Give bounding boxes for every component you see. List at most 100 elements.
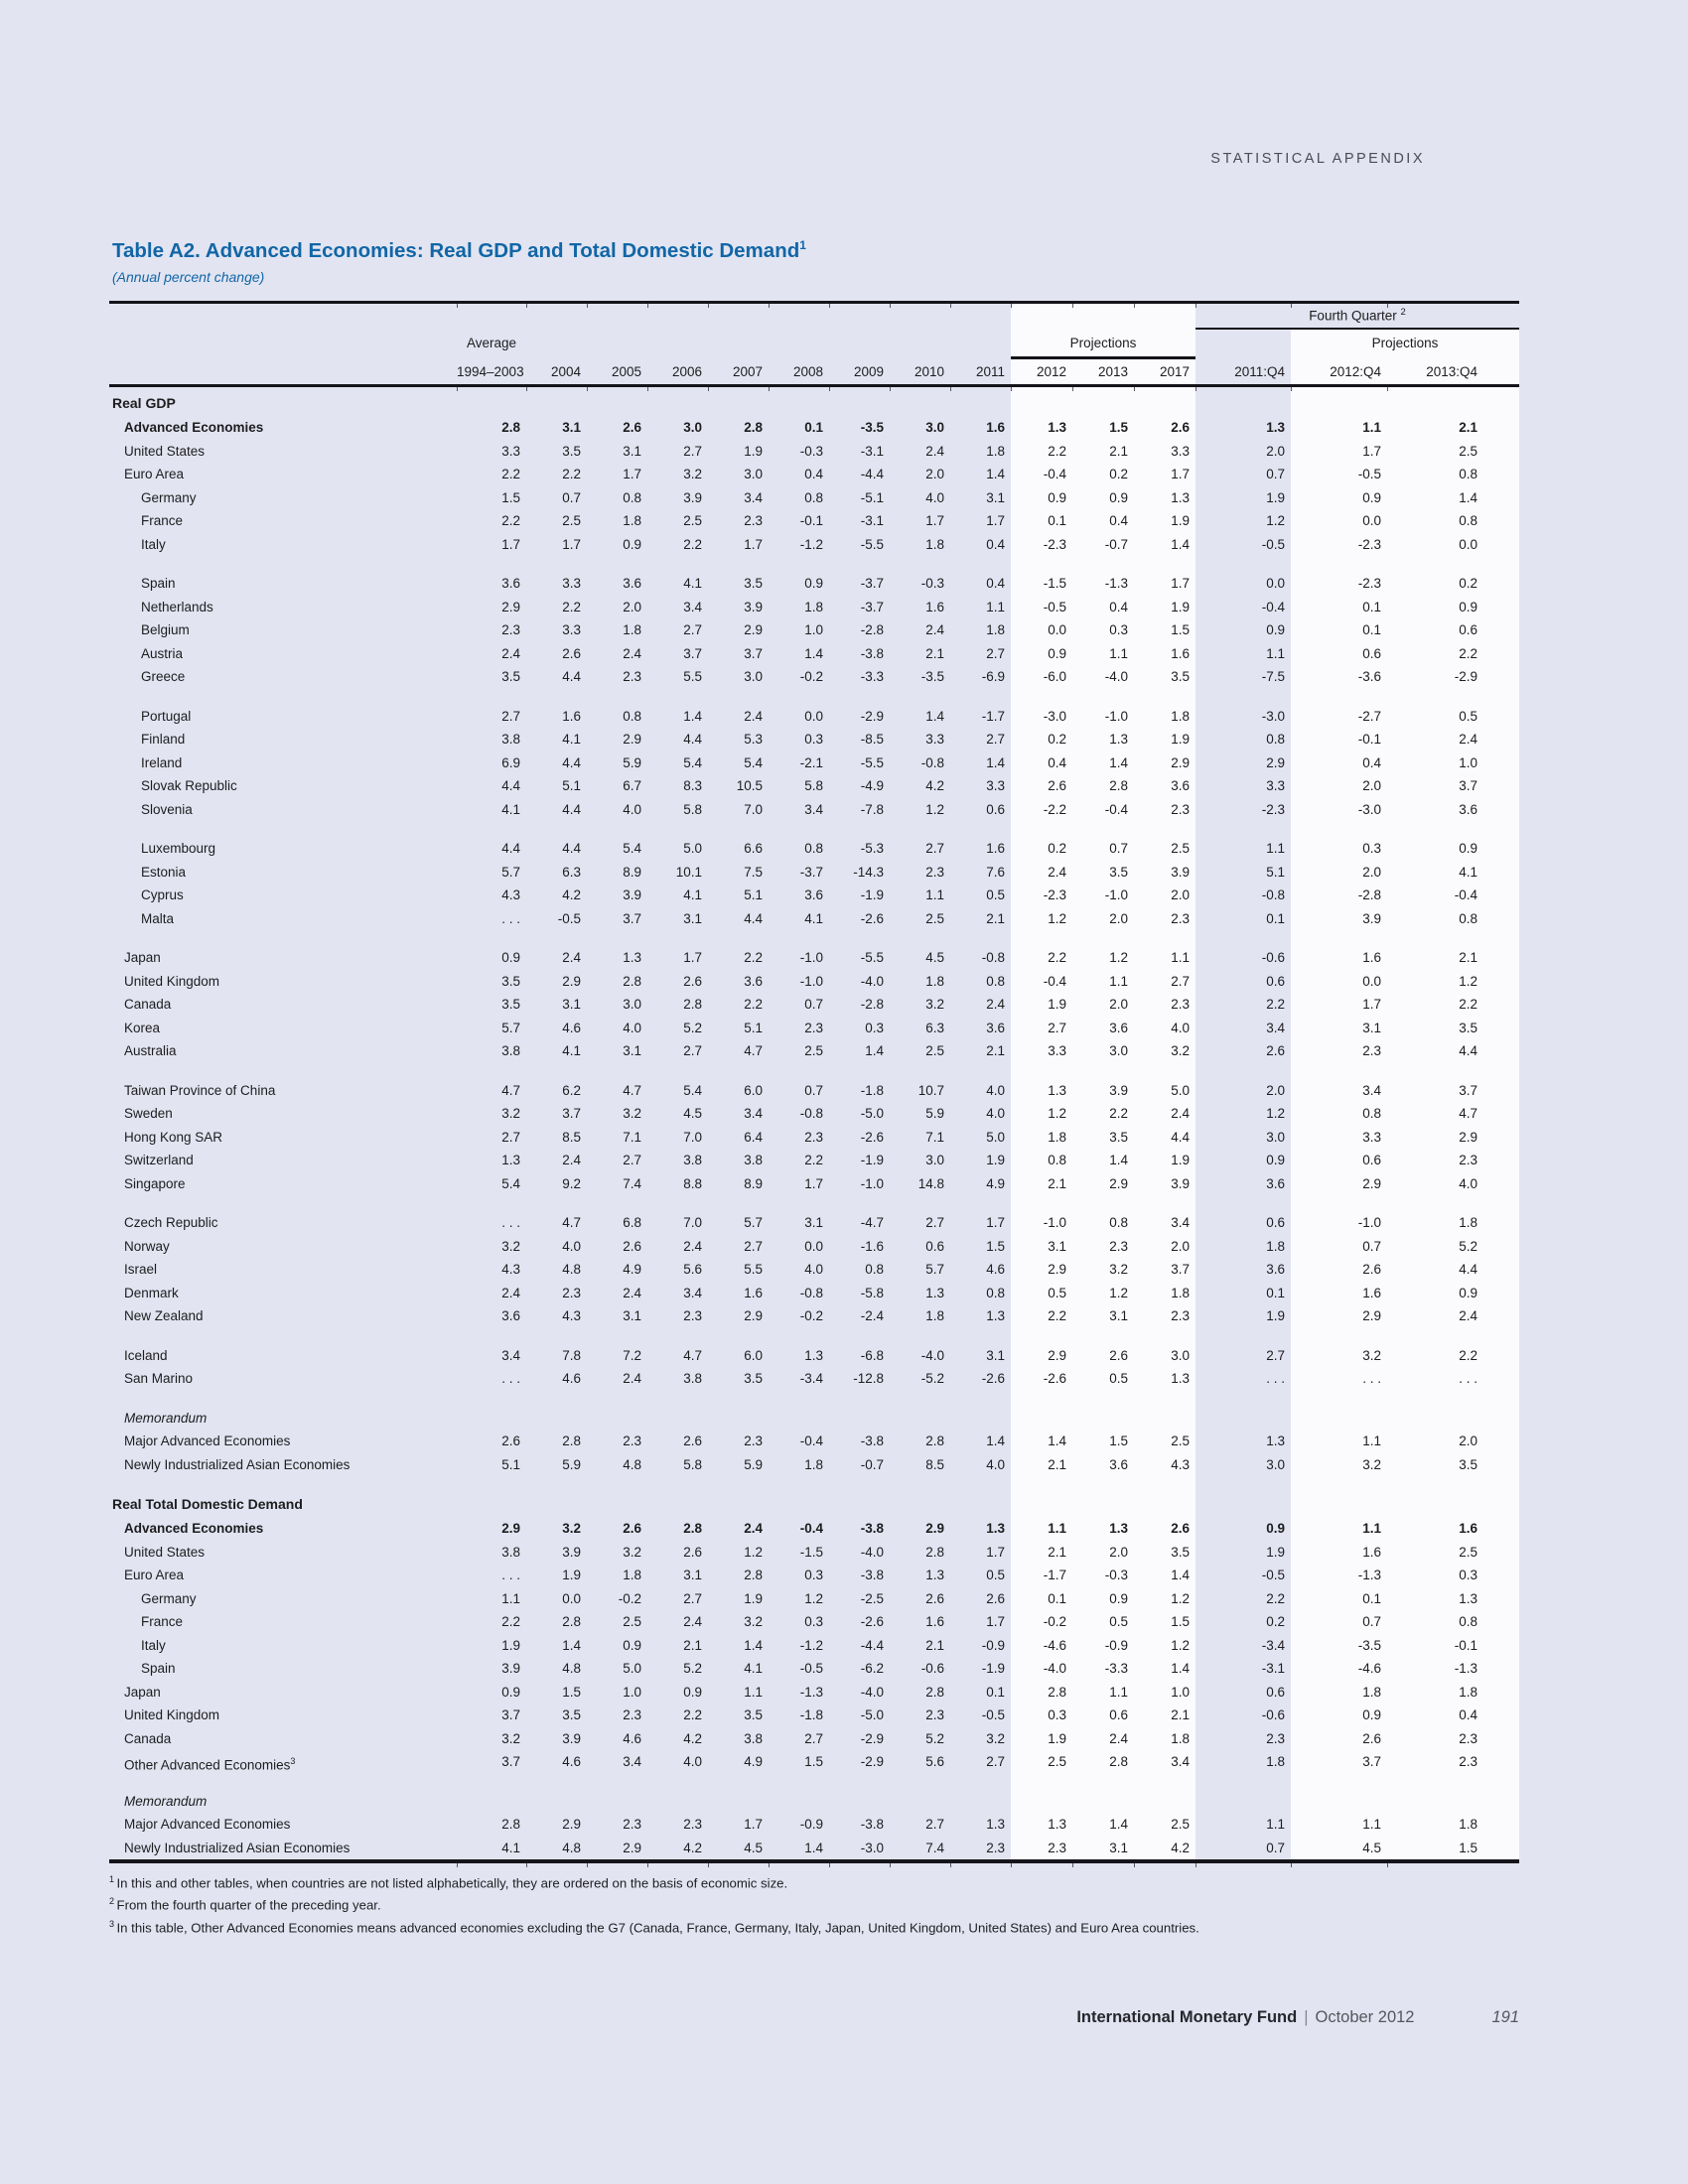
- value-cell: 2.3: [683, 1308, 702, 1323]
- value-cell: [829, 1790, 890, 1814]
- value-cell: -7.8: [860, 801, 884, 817]
- row-label: Sweden: [124, 1106, 173, 1121]
- value-cell: 2.4: [925, 443, 944, 459]
- value-cell: 2.3: [623, 1707, 641, 1722]
- value-cell: 5.6: [925, 1754, 944, 1769]
- column-tick: [647, 304, 648, 308]
- value-cell: 4.0: [986, 1456, 1005, 1472]
- value-cell: 5.9: [925, 1106, 944, 1121]
- value-cell: -5.8: [860, 1285, 884, 1300]
- value-cell: 1.5: [804, 1754, 823, 1769]
- value-cell: [890, 1407, 950, 1431]
- value-cell: [769, 1790, 829, 1814]
- value-cell: 0.8: [1459, 513, 1477, 528]
- value-cell: 5.1: [744, 887, 763, 902]
- value-cell: 3.9: [1171, 864, 1190, 880]
- row-label: United Kingdom: [124, 1707, 220, 1722]
- value-cell: 6.3: [925, 1020, 944, 1035]
- value-cell: 2.9: [1459, 1129, 1477, 1145]
- value-cell: 4.7: [683, 1347, 702, 1363]
- column-tick: [1072, 387, 1073, 391]
- table-row: United States 3.8 3.9 3.2 2.6 1.2 -1.5 -4.0 2.8 1…: [109, 1541, 1483, 1565]
- value-cell: -0.1: [799, 513, 823, 528]
- value-cell: -0.5: [799, 1661, 823, 1676]
- value-cell: -0.8: [981, 950, 1005, 965]
- value-cell: 4.6: [623, 1730, 641, 1746]
- value-cell: -0.5: [1357, 467, 1381, 481]
- value-cell: 4.3: [1171, 1456, 1190, 1472]
- value-cell: 0.6: [1266, 1684, 1285, 1700]
- value-cell: 2.9: [1362, 1175, 1381, 1191]
- value-cell: -6.8: [860, 1347, 884, 1363]
- value-cell: 2.3: [1459, 1730, 1477, 1746]
- value-cell: 1.8: [623, 513, 641, 528]
- value-cell: 3.7: [1171, 1262, 1190, 1277]
- value-cell: 1.3: [986, 1817, 1005, 1832]
- footnote-marker: 3: [109, 1919, 117, 1930]
- value-cell: -2.8: [860, 997, 884, 1012]
- table-row: Newly Industrialized Asian Economies 5.1 5…: [109, 1453, 1483, 1477]
- value-cell: 1.1: [1362, 1433, 1381, 1448]
- row-label: Iceland: [124, 1347, 168, 1363]
- value-cell: 2.6: [1266, 1043, 1285, 1058]
- value-cell: [1387, 1790, 1483, 1814]
- value-cell: 1.6: [1362, 950, 1381, 965]
- value-cell: 6.2: [562, 1082, 581, 1098]
- value-cell: 0.3: [1109, 622, 1128, 637]
- value-cell: 2.8: [744, 420, 763, 435]
- value-cell: 2.3: [1459, 1754, 1477, 1769]
- value-cell: -3.5: [920, 669, 944, 684]
- value-cell: 2.0: [1109, 997, 1128, 1012]
- value-cell: 5.2: [683, 1020, 702, 1035]
- value-cell: 1.7: [744, 536, 763, 552]
- value-cell: -3.8: [860, 1568, 884, 1582]
- value-cell: 2.6: [683, 973, 702, 989]
- column-tick: [587, 1862, 588, 1867]
- table-row: Taiwan Province of China 4.7 6.2 4.7 5.4 6.0 0…: [109, 1079, 1483, 1103]
- value-cell: 2.6: [623, 1238, 641, 1254]
- value-cell: 4.0: [623, 1020, 641, 1035]
- value-cell: 3.1: [1362, 1020, 1381, 1035]
- value-cell: 1.4: [1459, 489, 1477, 505]
- value-cell: [587, 1407, 647, 1431]
- value-cell: 4.4: [562, 801, 581, 817]
- value-cell: 4.0: [1459, 1175, 1477, 1191]
- value-cell: 2.6: [501, 1433, 520, 1448]
- value-cell: 3.1: [1109, 1840, 1128, 1855]
- value-cell: 3.9: [562, 1730, 581, 1746]
- value-cell: -0.1: [1454, 1637, 1477, 1653]
- value-cell: 3.3: [501, 443, 520, 459]
- value-cell: -5.5: [860, 536, 884, 552]
- value-cell: 2.4: [683, 1238, 702, 1254]
- running-head: STATISTICAL APPENDIX: [1210, 151, 1425, 167]
- value-cell: 1.2: [925, 801, 944, 817]
- value-cell: 0.9: [1109, 489, 1128, 505]
- value-cell: 2.7: [683, 622, 702, 637]
- footnote: 3 In this table, Other Advanced Economie…: [109, 1919, 1199, 1936]
- value-cell: 1.7: [1171, 467, 1190, 481]
- value-cell: [647, 1790, 708, 1814]
- value-cell: 4.3: [501, 1262, 520, 1277]
- table-row: Major Advanced Economies 2.8 2.9 2.3 2.3 1.7 -…: [109, 1813, 1483, 1837]
- value-cell: -0.4: [1043, 467, 1066, 481]
- value-cell: 1.1: [1109, 645, 1128, 661]
- value-cell: 2.6: [683, 1433, 702, 1448]
- column-tick: [950, 1862, 951, 1867]
- value-cell: -4.0: [1043, 1661, 1066, 1676]
- value-cell: 1.4: [1171, 1661, 1190, 1676]
- value-cell: 3.5: [1171, 669, 1190, 684]
- value-cell: 4.2: [683, 1840, 702, 1855]
- value-cell: 6.3: [562, 864, 581, 880]
- value-cell: 0.6: [1266, 973, 1285, 989]
- value-cell: 3.5: [744, 576, 763, 591]
- table-row: Switzerland 1.3 2.4 2.7 3.8 3.8 2.2 -1.9 3.0 1.9 0…: [109, 1149, 1483, 1172]
- value-cell: -0.2: [1043, 1614, 1066, 1629]
- value-cell: 4.1: [1459, 864, 1477, 880]
- value-cell: 1.7: [986, 1544, 1005, 1560]
- section-header: Real Total Domestic Demand: [112, 1496, 303, 1512]
- value-cell: 0.1: [1362, 599, 1381, 614]
- column-tick: [950, 387, 951, 391]
- value-cell: 9.2: [562, 1175, 581, 1191]
- value-cell: 2.4: [1109, 1730, 1128, 1746]
- value-cell: 2.4: [501, 645, 520, 661]
